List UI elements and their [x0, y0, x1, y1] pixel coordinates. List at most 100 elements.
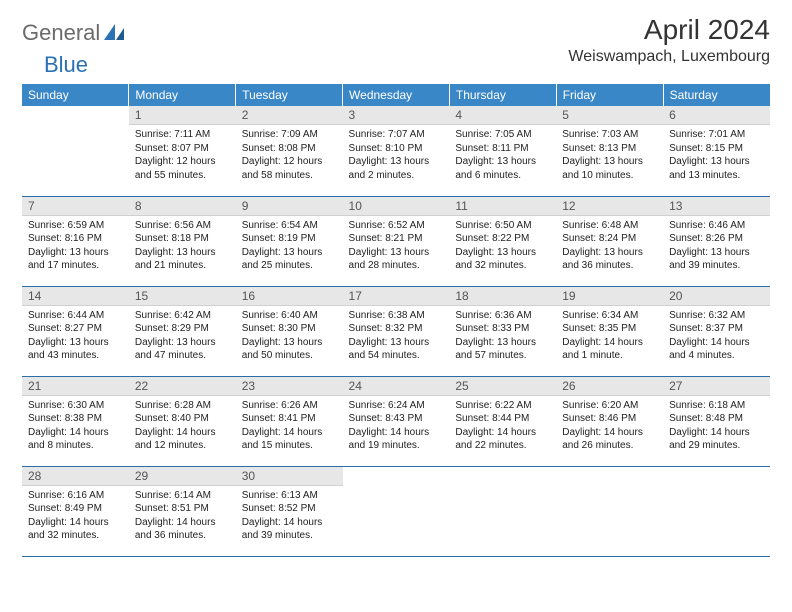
day-body: Sunrise: 6:56 AMSunset: 8:18 PMDaylight:…	[129, 216, 236, 277]
weekday-header: Friday	[556, 84, 663, 106]
sunrise-text: Sunrise: 6:26 AM	[242, 399, 337, 413]
sunrise-text: Sunrise: 6:30 AM	[28, 399, 123, 413]
daylight-text: Daylight: 13 hours and 39 minutes.	[669, 246, 764, 273]
sunset-text: Sunset: 8:35 PM	[562, 322, 657, 336]
day-body: Sunrise: 6:48 AMSunset: 8:24 PMDaylight:…	[556, 216, 663, 277]
calendar-week-row: 14Sunrise: 6:44 AMSunset: 8:27 PMDayligh…	[22, 286, 770, 376]
daylight-text: Daylight: 13 hours and 50 minutes.	[242, 336, 337, 363]
daylight-text: Daylight: 13 hours and 43 minutes.	[28, 336, 123, 363]
daylight-text: Daylight: 13 hours and 2 minutes.	[349, 155, 444, 182]
day-number: 11	[449, 197, 556, 216]
sunrise-text: Sunrise: 6:20 AM	[562, 399, 657, 413]
sunrise-text: Sunrise: 7:11 AM	[135, 128, 230, 142]
calendar-day-cell: 19Sunrise: 6:34 AMSunset: 8:35 PMDayligh…	[556, 286, 663, 376]
day-body: Sunrise: 6:44 AMSunset: 8:27 PMDaylight:…	[22, 306, 129, 367]
day-number: 1	[129, 106, 236, 125]
daylight-text: Daylight: 12 hours and 58 minutes.	[242, 155, 337, 182]
sunset-text: Sunset: 8:38 PM	[28, 412, 123, 426]
sunrise-text: Sunrise: 6:44 AM	[28, 309, 123, 323]
calendar-day-cell: 14Sunrise: 6:44 AMSunset: 8:27 PMDayligh…	[22, 286, 129, 376]
sunset-text: Sunset: 8:51 PM	[135, 502, 230, 516]
calendar-day-cell	[663, 466, 770, 556]
calendar-day-cell: 29Sunrise: 6:14 AMSunset: 8:51 PMDayligh…	[129, 466, 236, 556]
sunrise-text: Sunrise: 6:14 AM	[135, 489, 230, 503]
daylight-text: Daylight: 14 hours and 12 minutes.	[135, 426, 230, 453]
daylight-text: Daylight: 13 hours and 57 minutes.	[455, 336, 550, 363]
day-number	[663, 467, 770, 471]
calendar-day-cell: 5Sunrise: 7:03 AMSunset: 8:13 PMDaylight…	[556, 106, 663, 196]
daylight-text: Daylight: 14 hours and 26 minutes.	[562, 426, 657, 453]
daylight-text: Daylight: 13 hours and 47 minutes.	[135, 336, 230, 363]
day-body: Sunrise: 6:36 AMSunset: 8:33 PMDaylight:…	[449, 306, 556, 367]
calendar-day-cell	[343, 466, 450, 556]
calendar-day-cell: 3Sunrise: 7:07 AMSunset: 8:10 PMDaylight…	[343, 106, 450, 196]
sunset-text: Sunset: 8:48 PM	[669, 412, 764, 426]
day-number	[343, 467, 450, 471]
daylight-text: Daylight: 13 hours and 25 minutes.	[242, 246, 337, 273]
sunrise-text: Sunrise: 6:38 AM	[349, 309, 444, 323]
daylight-text: Daylight: 14 hours and 19 minutes.	[349, 426, 444, 453]
daylight-text: Daylight: 14 hours and 39 minutes.	[242, 516, 337, 543]
weekday-header: Sunday	[22, 84, 129, 106]
sunset-text: Sunset: 8:07 PM	[135, 142, 230, 156]
sunset-text: Sunset: 8:11 PM	[455, 142, 550, 156]
daylight-text: Daylight: 14 hours and 36 minutes.	[135, 516, 230, 543]
day-number: 8	[129, 197, 236, 216]
sunset-text: Sunset: 8:44 PM	[455, 412, 550, 426]
sunrise-text: Sunrise: 6:40 AM	[242, 309, 337, 323]
day-body: Sunrise: 6:40 AMSunset: 8:30 PMDaylight:…	[236, 306, 343, 367]
day-number: 17	[343, 287, 450, 306]
day-body: Sunrise: 6:22 AMSunset: 8:44 PMDaylight:…	[449, 396, 556, 457]
sunrise-text: Sunrise: 6:22 AM	[455, 399, 550, 413]
sunrise-text: Sunrise: 6:42 AM	[135, 309, 230, 323]
day-body: Sunrise: 7:05 AMSunset: 8:11 PMDaylight:…	[449, 125, 556, 186]
sunrise-text: Sunrise: 6:48 AM	[562, 219, 657, 233]
calendar-day-cell: 2Sunrise: 7:09 AMSunset: 8:08 PMDaylight…	[236, 106, 343, 196]
sunrise-text: Sunrise: 6:50 AM	[455, 219, 550, 233]
calendar-day-cell: 18Sunrise: 6:36 AMSunset: 8:33 PMDayligh…	[449, 286, 556, 376]
daylight-text: Daylight: 13 hours and 28 minutes.	[349, 246, 444, 273]
day-body: Sunrise: 6:26 AMSunset: 8:41 PMDaylight:…	[236, 396, 343, 457]
calendar-week-row: 1Sunrise: 7:11 AMSunset: 8:07 PMDaylight…	[22, 106, 770, 196]
sunset-text: Sunset: 8:26 PM	[669, 232, 764, 246]
sunrise-text: Sunrise: 6:16 AM	[28, 489, 123, 503]
sunrise-text: Sunrise: 7:01 AM	[669, 128, 764, 142]
location-label: Weiswampach, Luxembourg	[568, 48, 770, 66]
day-body: Sunrise: 6:54 AMSunset: 8:19 PMDaylight:…	[236, 216, 343, 277]
daylight-text: Daylight: 13 hours and 21 minutes.	[135, 246, 230, 273]
day-number: 20	[663, 287, 770, 306]
sunset-text: Sunset: 8:43 PM	[349, 412, 444, 426]
day-number: 5	[556, 106, 663, 125]
sunset-text: Sunset: 8:15 PM	[669, 142, 764, 156]
calendar-day-cell: 11Sunrise: 6:50 AMSunset: 8:22 PMDayligh…	[449, 196, 556, 286]
logo-text-2: Blue	[44, 52, 88, 78]
calendar-day-cell: 6Sunrise: 7:01 AMSunset: 8:15 PMDaylight…	[663, 106, 770, 196]
weekday-header: Monday	[129, 84, 236, 106]
daylight-text: Daylight: 12 hours and 55 minutes.	[135, 155, 230, 182]
calendar-day-cell	[449, 466, 556, 556]
sunset-text: Sunset: 8:30 PM	[242, 322, 337, 336]
day-number	[449, 467, 556, 471]
calendar-day-cell: 20Sunrise: 6:32 AMSunset: 8:37 PMDayligh…	[663, 286, 770, 376]
day-number: 3	[343, 106, 450, 125]
day-body: Sunrise: 7:09 AMSunset: 8:08 PMDaylight:…	[236, 125, 343, 186]
sunset-text: Sunset: 8:46 PM	[562, 412, 657, 426]
calendar-day-cell: 26 Sunrise: 6:20 AMSunset: 8:46 PMDayligh…	[556, 376, 663, 466]
calendar-day-cell: 30Sunrise: 6:13 AMSunset: 8:52 PMDayligh…	[236, 466, 343, 556]
calendar-table: Sunday Monday Tuesday Wednesday Thursday…	[22, 84, 770, 557]
sunrise-text: Sunrise: 6:59 AM	[28, 219, 123, 233]
weekday-header: Tuesday	[236, 84, 343, 106]
day-number: 13	[663, 197, 770, 216]
calendar-day-cell: 7Sunrise: 6:59 AMSunset: 8:16 PMDaylight…	[22, 196, 129, 286]
day-body: Sunrise: 6:42 AMSunset: 8:29 PMDaylight:…	[129, 306, 236, 367]
day-number: 26	[556, 377, 663, 396]
sunset-text: Sunset: 8:21 PM	[349, 232, 444, 246]
sunset-text: Sunset: 8:40 PM	[135, 412, 230, 426]
day-body: Sunrise: 6:46 AMSunset: 8:26 PMDaylight:…	[663, 216, 770, 277]
logo-sail-icon	[104, 24, 126, 42]
weekday-header: Thursday	[449, 84, 556, 106]
day-body: Sunrise: 6:16 AMSunset: 8:49 PMDaylight:…	[22, 486, 129, 547]
calendar-page: General April 2024 Weiswampach, Luxembou…	[0, 0, 792, 571]
sunrise-text: Sunrise: 7:09 AM	[242, 128, 337, 142]
sunrise-text: Sunrise: 6:28 AM	[135, 399, 230, 413]
